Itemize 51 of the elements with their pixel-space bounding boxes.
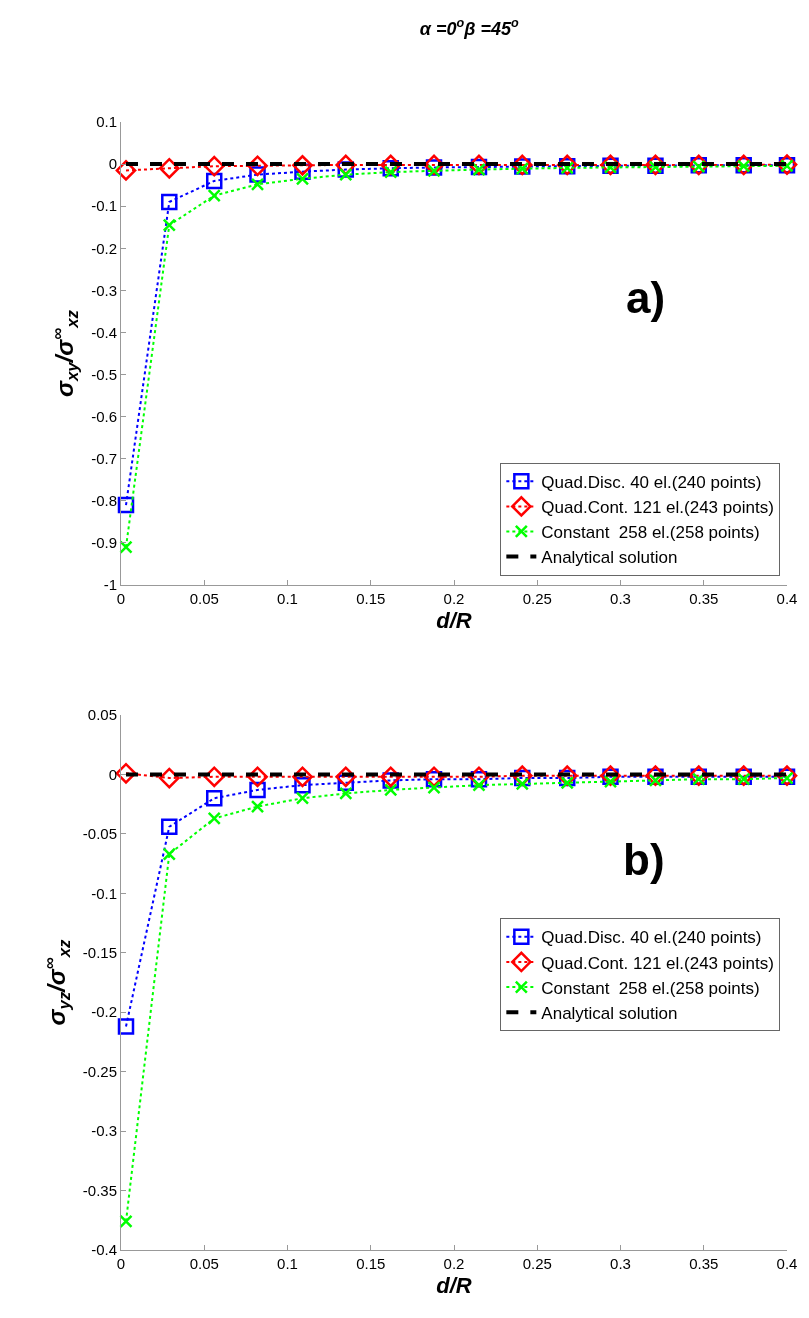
y-tick-label: 0 xyxy=(108,155,117,173)
legend-label: Quad.Disc. 40 el.(240 points) xyxy=(541,472,762,492)
y-tick-label: -0.3 xyxy=(91,281,117,299)
y-tick-label: -0.4 xyxy=(91,323,117,341)
x-tick-label: 0.1 xyxy=(277,590,298,607)
y-tick-label: 0 xyxy=(108,765,117,783)
legend-label: Quad.Cont. 121 el.(243 points) xyxy=(541,953,774,973)
y-tick-label: -0.1 xyxy=(91,197,117,215)
x-tick-label: 0.4 xyxy=(776,590,798,607)
y-tick-label: -0.9 xyxy=(91,534,117,552)
x-tick-label: 0.05 xyxy=(189,1255,219,1272)
y-tick-label: -0.5 xyxy=(91,365,117,383)
y-tick-label: -0.2 xyxy=(91,1003,117,1021)
x-tick-label: 0.25 xyxy=(522,1255,552,1272)
legend-label: Constant 258 el.(258 points) xyxy=(541,978,760,998)
legend-label: Analytical solution xyxy=(541,1003,678,1023)
x-axis-title: d/R xyxy=(436,607,472,633)
x-tick-label: 0.2 xyxy=(443,1255,465,1272)
x-tick-label: 0.35 xyxy=(689,1255,719,1272)
annotation: b) xyxy=(623,835,665,884)
x-tick-label: 0.35 xyxy=(689,590,719,607)
x-tick-label: 0.1 xyxy=(277,1255,298,1272)
y-tick-label: 0.1 xyxy=(96,113,117,131)
x-tick-label: 0.15 xyxy=(356,1255,386,1272)
legend-label: Analytical solution xyxy=(541,548,678,568)
y-tick-label: 0.05 xyxy=(87,706,117,724)
y-tick-label: -0.7 xyxy=(91,449,117,467)
y-tick-label: -0.25 xyxy=(82,1062,117,1080)
chart-title: α =0$^{o}$β =45$^{o}$ xyxy=(419,16,519,39)
legend-label: Constant 258 el.(258 points) xyxy=(541,523,760,543)
legend-label: Quad.Cont. 121 el.(243 points) xyxy=(541,498,774,518)
x-tick-label: 0.25 xyxy=(522,590,552,607)
x-axis-title: d/R xyxy=(436,1272,472,1298)
x-tick-label: 0.4 xyxy=(776,1255,798,1272)
x-tick-label: 0.3 xyxy=(610,1255,631,1272)
y-tick-label: -0.2 xyxy=(91,239,117,257)
x-tick-label: 0.05 xyxy=(189,590,219,607)
x-tick-label: 0.15 xyxy=(356,590,386,607)
y-tick-label: -0.3 xyxy=(91,1122,117,1140)
y-tick-label: -1 xyxy=(103,576,117,594)
y-tick-label: -0.05 xyxy=(82,825,117,843)
y-tick-label: -0.15 xyxy=(82,944,117,962)
y-tick-label: -0.1 xyxy=(91,884,117,902)
y-tick-label: -0.8 xyxy=(91,492,117,510)
legend-label: Quad.Disc. 40 el.(240 points) xyxy=(541,928,762,948)
y-tick-label: -0.6 xyxy=(91,407,117,425)
x-tick-label: 0.2 xyxy=(443,590,465,607)
y-tick-label: -0.35 xyxy=(82,1181,117,1199)
y-tick-label: -0.4 xyxy=(91,1241,117,1259)
x-tick-label: 0.3 xyxy=(610,590,631,607)
annotation: a) xyxy=(626,273,666,322)
